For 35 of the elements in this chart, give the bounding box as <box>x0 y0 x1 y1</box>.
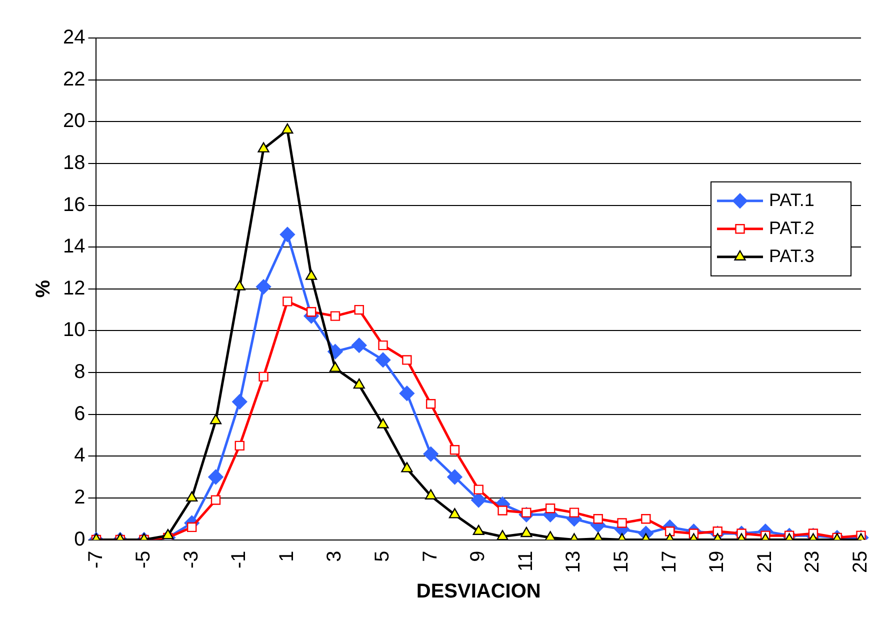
y-tick-label: 24 <box>62 26 86 49</box>
y-tick-label: 2 <box>74 486 86 508</box>
x-tick-label: 1 <box>276 550 298 562</box>
x-tick-label: 15 <box>610 550 633 574</box>
y-tick-label: 8 <box>74 361 86 384</box>
legend-label: PAT.2 <box>769 218 814 238</box>
y-tick-label: 22 <box>62 68 86 90</box>
y-tick-label: 0 <box>74 528 86 550</box>
y-tick-label: 4 <box>74 444 86 467</box>
x-tick-label: 11 <box>514 550 537 572</box>
x-tick-label: -3 <box>180 550 202 569</box>
x-tick-label: 3 <box>324 550 346 562</box>
y-tick-label: 20 <box>62 110 86 132</box>
x-tick-label: 5 <box>372 550 394 562</box>
x-tick-label: -7 <box>84 550 107 569</box>
y-tick-label: 12 <box>62 277 86 300</box>
y-axis-title: % <box>32 280 55 298</box>
y-tick-label: 16 <box>62 194 86 216</box>
y-tick-label: 10 <box>62 319 86 342</box>
x-tick-label: 13 <box>562 550 585 574</box>
x-tick-label: 9 <box>467 550 490 562</box>
x-tick-label: 19 <box>706 550 728 574</box>
x-tick-label: 25 <box>850 550 872 574</box>
x-tick-label: -5 <box>132 550 155 569</box>
x-tick-label: 23 <box>802 550 824 574</box>
x-tick-label: 7 <box>419 550 442 562</box>
y-tick-label: 6 <box>74 402 86 425</box>
x-axis-title: DESVIACION <box>416 580 541 603</box>
legend-label: PAT.1 <box>769 190 814 210</box>
x-tick-label: -1 <box>228 550 250 569</box>
x-tick-label: 17 <box>658 550 680 574</box>
y-tick-label: 14 <box>62 236 86 258</box>
legend-label: PAT.3 <box>769 246 814 266</box>
y-tick-label: 18 <box>62 152 86 174</box>
x-tick-label: 21 <box>754 550 776 574</box>
